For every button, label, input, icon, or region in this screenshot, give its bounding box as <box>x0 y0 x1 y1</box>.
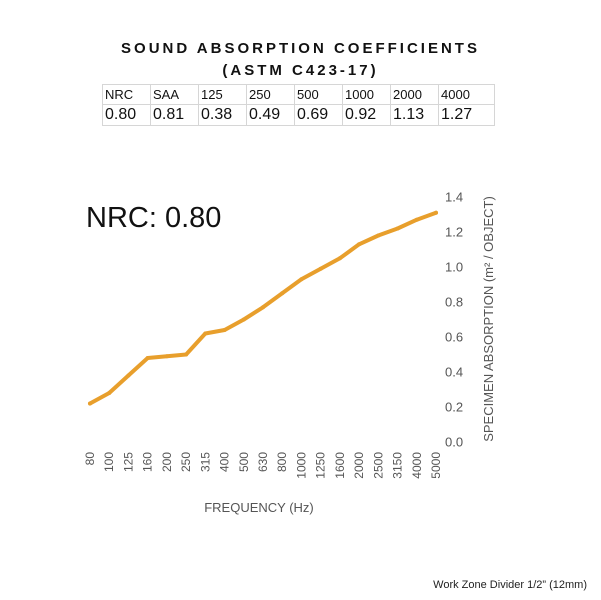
x-tick-label: 80 <box>83 452 97 466</box>
x-tick-label: 4000 <box>410 452 424 479</box>
y-tick-label: 1.4 <box>445 190 463 205</box>
value-cell-500: 0.69 <box>294 104 343 126</box>
x-tick-label: 500 <box>237 452 251 472</box>
x-axis-title: FREQUENCY (Hz) <box>204 500 314 515</box>
x-tick-label: 160 <box>141 452 155 472</box>
y-axis-title: SPECIMEN ABSORPTION (m² / OBJECT) <box>481 196 496 442</box>
value-cell-nrc: 0.80 <box>102 104 151 126</box>
data-point <box>376 233 381 238</box>
data-point <box>395 226 400 231</box>
y-tick-label: 1.2 <box>445 225 463 240</box>
x-tick-label: 400 <box>218 452 232 472</box>
chart-title-line2: (ASTM C423-17) <box>222 62 379 79</box>
data-point <box>107 391 112 395</box>
coefficients-table: NRC SAA 125 250 500 1000 2000 4000 0.80 … <box>102 84 495 126</box>
value-cell-250: 0.49 <box>246 104 295 126</box>
data-points <box>88 210 438 406</box>
data-point <box>88 401 92 406</box>
y-tick-label: 0.6 <box>445 330 463 345</box>
x-tick-label: 315 <box>198 452 212 472</box>
y-tick-label: 0.4 <box>445 365 463 380</box>
x-tick-label: 800 <box>275 452 289 472</box>
y-tick-label: 1.0 <box>445 260 463 275</box>
coefficients-value-row: 0.80 0.81 0.38 0.49 0.69 0.92 1.13 1.27 <box>102 104 495 126</box>
data-point <box>222 328 227 332</box>
x-tick-label: 1000 <box>294 452 308 479</box>
y-tick-label: 0.8 <box>445 295 463 310</box>
data-point <box>434 210 438 215</box>
product-caption: Work Zone Divider 1/2” (12mm) <box>433 579 587 591</box>
data-point <box>164 354 169 359</box>
x-tick-label: 100 <box>102 452 116 472</box>
data-point <box>299 277 304 282</box>
x-tick-label: 630 <box>256 452 270 472</box>
chart-title-line1: SOUND ABSORPTION COEFFICIENTS <box>121 40 480 57</box>
x-tick-labels: 80 100 125 160 200 250 315 400 500 630 800 1000 1250… <box>83 452 443 479</box>
value-cell-1000: 0.92 <box>342 104 391 126</box>
y-tick-labels: 0.0 0.2 0.4 0.6 0.8 1.0 1.2 1.4 <box>445 190 463 450</box>
header-cell-4000: 4000 <box>438 84 495 105</box>
data-point <box>261 305 265 310</box>
value-cell-2000: 1.13 <box>390 104 439 126</box>
data-point <box>145 356 150 360</box>
data-point <box>241 317 246 322</box>
y-tick-label: 0.0 <box>445 435 463 450</box>
x-tick-label: 200 <box>160 452 174 472</box>
header-cell-saa: SAA <box>150 84 199 105</box>
data-point <box>357 242 362 247</box>
data-point <box>203 331 208 336</box>
x-tick-label: 1600 <box>333 452 347 479</box>
data-point <box>414 217 419 222</box>
data-point <box>337 256 342 261</box>
nrc-label: NRC: 0.80 <box>86 202 222 234</box>
data-point <box>184 352 189 357</box>
x-tick-label: 5000 <box>429 452 443 479</box>
x-tick-label: 2500 <box>371 452 385 479</box>
x-tick-label: 250 <box>179 452 193 472</box>
x-tick-label: 125 <box>121 452 135 472</box>
data-point <box>280 291 285 296</box>
value-cell-4000: 1.27 <box>438 104 495 126</box>
data-point <box>126 373 131 378</box>
x-tick-label: 3150 <box>391 452 405 479</box>
y-tick-label: 0.2 <box>445 400 463 415</box>
x-tick-label: 2000 <box>352 452 366 479</box>
header-cell-1000: 1000 <box>342 84 391 105</box>
x-tick-label: 1250 <box>314 452 328 479</box>
data-point <box>318 266 323 271</box>
